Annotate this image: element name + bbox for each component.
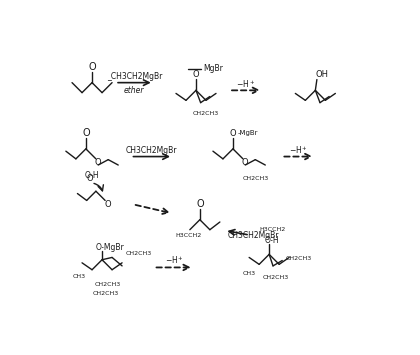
Text: CH3: CH3 [72, 274, 86, 279]
Text: H3CCH2: H3CCH2 [260, 227, 286, 232]
Text: $-$H$^{+}$: $-$H$^{+}$ [289, 144, 307, 156]
Text: CH2CH3: CH2CH3 [243, 176, 269, 181]
Text: CH2CH3: CH2CH3 [262, 275, 289, 280]
Text: -MgBr: -MgBr [238, 130, 259, 136]
Text: O: O [87, 174, 93, 184]
Text: OH: OH [315, 70, 328, 80]
Text: O-H: O-H [85, 171, 100, 180]
Text: O: O [196, 199, 204, 209]
Text: CH2CH3: CH2CH3 [94, 282, 121, 287]
Text: CH2CH3: CH2CH3 [93, 291, 119, 296]
Text: CH2CH3: CH2CH3 [286, 256, 312, 262]
Text: $-$H$^{+}$: $-$H$^{+}$ [165, 255, 183, 266]
Text: O: O [88, 62, 96, 72]
Text: MgBr: MgBr [203, 64, 223, 73]
Text: O: O [230, 129, 236, 138]
Text: O-H: O-H [264, 236, 279, 245]
Text: O-MgBr: O-MgBr [96, 243, 125, 252]
Text: O: O [104, 200, 111, 209]
Text: ether: ether [124, 86, 144, 95]
Text: CH3: CH3 [243, 271, 256, 276]
Text: _CH3CH2MgBr: _CH3CH2MgBr [107, 72, 162, 81]
Text: H3CCH2: H3CCH2 [175, 233, 202, 238]
Text: CH3CH2MgBr: CH3CH2MgBr [126, 146, 177, 155]
Text: O: O [82, 129, 90, 138]
Text: CH2CH3: CH2CH3 [193, 111, 219, 116]
Text: CH3CH2MgBr: CH3CH2MgBr [228, 231, 279, 240]
Text: O: O [193, 70, 199, 79]
Text: CH2CH3: CH2CH3 [126, 251, 152, 256]
Text: O: O [241, 158, 248, 167]
Text: O: O [94, 158, 101, 167]
Text: $-$H$^+$: $-$H$^+$ [236, 78, 256, 90]
